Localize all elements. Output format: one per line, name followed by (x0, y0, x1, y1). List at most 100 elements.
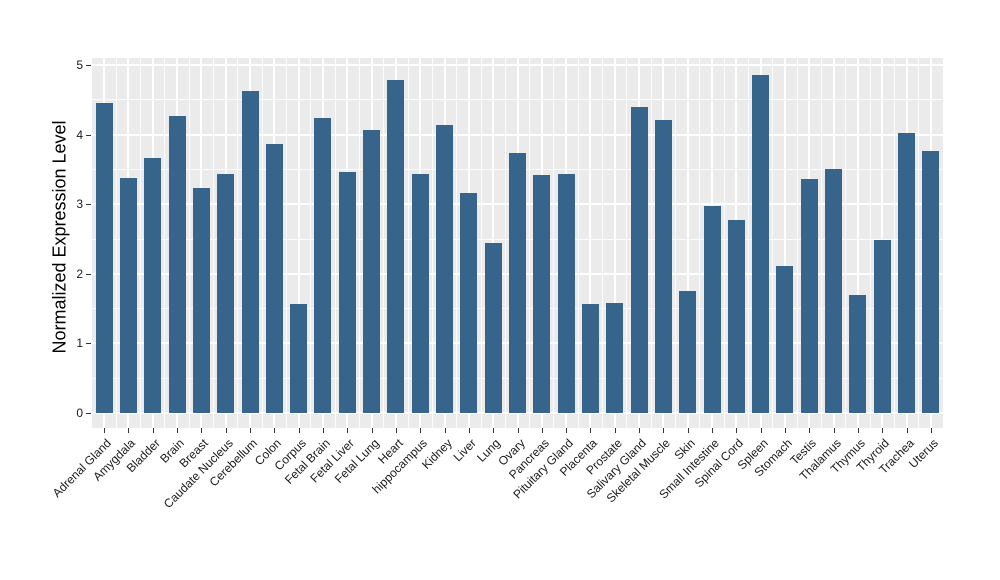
bar-trachea (898, 132, 916, 413)
gridline-major-v (297, 58, 300, 428)
gridline-minor-v (918, 58, 920, 428)
x-tick (833, 428, 835, 433)
x-tick (444, 428, 446, 433)
x-tick (809, 428, 811, 433)
y-tick-label: 4 (76, 127, 83, 142)
bar-salivary-gland (630, 106, 648, 413)
x-tick (347, 428, 349, 433)
y-tick (86, 134, 91, 136)
bar-kidney (436, 124, 454, 413)
x-tick (566, 428, 568, 433)
bar-pituitary-gland (557, 173, 575, 413)
y-tick-label: 1 (76, 336, 83, 351)
bar-fetal-brain (314, 117, 332, 413)
gridline-minor-v (431, 58, 433, 428)
x-tick (906, 428, 908, 433)
y-tick (86, 65, 91, 66)
x-tick (541, 428, 543, 433)
gridline-major-v (686, 58, 689, 428)
gridline-minor-v (115, 58, 117, 428)
bar-lung (484, 243, 502, 413)
gridline-minor-v (140, 58, 142, 428)
bar-corpus (290, 303, 308, 413)
gridline-minor-v (456, 58, 458, 428)
bar-colon (265, 143, 283, 413)
bar-uterus (922, 151, 940, 413)
bar-spinal-cord (727, 219, 745, 413)
y-tick (86, 413, 91, 414)
gridline-minor-v (626, 58, 628, 428)
bar-skin (679, 290, 697, 413)
bar-small-intestine (703, 205, 721, 413)
x-tick (493, 428, 495, 433)
x-tick (712, 428, 713, 433)
gridline-minor-v (869, 58, 871, 428)
bar-bladder (144, 157, 162, 413)
bar-placenta (581, 303, 599, 413)
gridline-minor-v (723, 58, 725, 428)
gridline-minor-v (796, 58, 798, 428)
x-tick (128, 428, 130, 433)
gridline-minor-v (553, 58, 555, 428)
x-tick (663, 428, 665, 433)
bar-spleen (752, 74, 770, 413)
bar-stomach (776, 266, 794, 413)
gridline-minor-v (310, 58, 312, 428)
x-tick (371, 428, 373, 433)
bar-breast (192, 188, 210, 413)
gridline-minor-v (893, 58, 895, 428)
gridline-minor-v (358, 58, 360, 428)
x-tick (760, 428, 762, 433)
bar-pancreas (533, 174, 551, 413)
x-tick (639, 428, 641, 433)
bar-cerebellum (241, 90, 259, 413)
bar-prostate (606, 303, 624, 413)
x-tick (177, 428, 179, 433)
bar-amygdala (119, 177, 137, 413)
x-tick (687, 428, 689, 433)
bar-fetal-liver (338, 172, 356, 413)
x-tick (225, 428, 227, 433)
bar-thyroid (873, 239, 891, 413)
bar-thalamus (825, 169, 843, 413)
bar-skeletal-muscle (654, 119, 672, 413)
gridline-minor-v (407, 58, 409, 428)
y-tick-label: 0 (76, 406, 83, 420)
bar-fetal-lung (363, 129, 381, 413)
y-tick-label: 3 (76, 197, 83, 212)
y-tick-label: 2 (76, 266, 83, 281)
y-tick (86, 204, 91, 206)
gridline-minor-v (504, 58, 506, 428)
bar-brain (168, 115, 186, 413)
x-tick (250, 428, 252, 433)
gridline-minor-v (675, 58, 677, 428)
x-tick (201, 428, 203, 433)
x-tick (784, 428, 786, 433)
gridline-minor-v (602, 58, 604, 428)
gridline-major-v (783, 58, 786, 428)
gridline-minor-v (820, 58, 822, 428)
bar-heart (387, 79, 405, 413)
bar-testis (800, 179, 818, 413)
y-tick (86, 273, 91, 275)
gridline-major-v (856, 58, 859, 428)
bar-caudate-nucleus (217, 173, 235, 413)
x-tick (322, 428, 324, 433)
gridline-minor-v (699, 58, 701, 428)
y-axis-title: Normalized Expression Level (49, 120, 70, 354)
y-tick (86, 343, 91, 345)
x-tick (395, 428, 397, 433)
x-tick (517, 428, 519, 433)
gridline-minor-v (188, 58, 190, 428)
gridline-minor-v (334, 58, 336, 428)
x-tick (104, 428, 106, 433)
gridline-major-v (492, 58, 495, 428)
gridline-minor-v (213, 58, 215, 428)
plot-panel (92, 58, 943, 428)
x-tick (420, 428, 422, 433)
gridline-minor-v (286, 58, 287, 428)
x-tick (298, 428, 300, 433)
gridline-minor-v (845, 58, 847, 428)
x-tick (736, 428, 738, 433)
gridline-minor-v (650, 58, 652, 428)
